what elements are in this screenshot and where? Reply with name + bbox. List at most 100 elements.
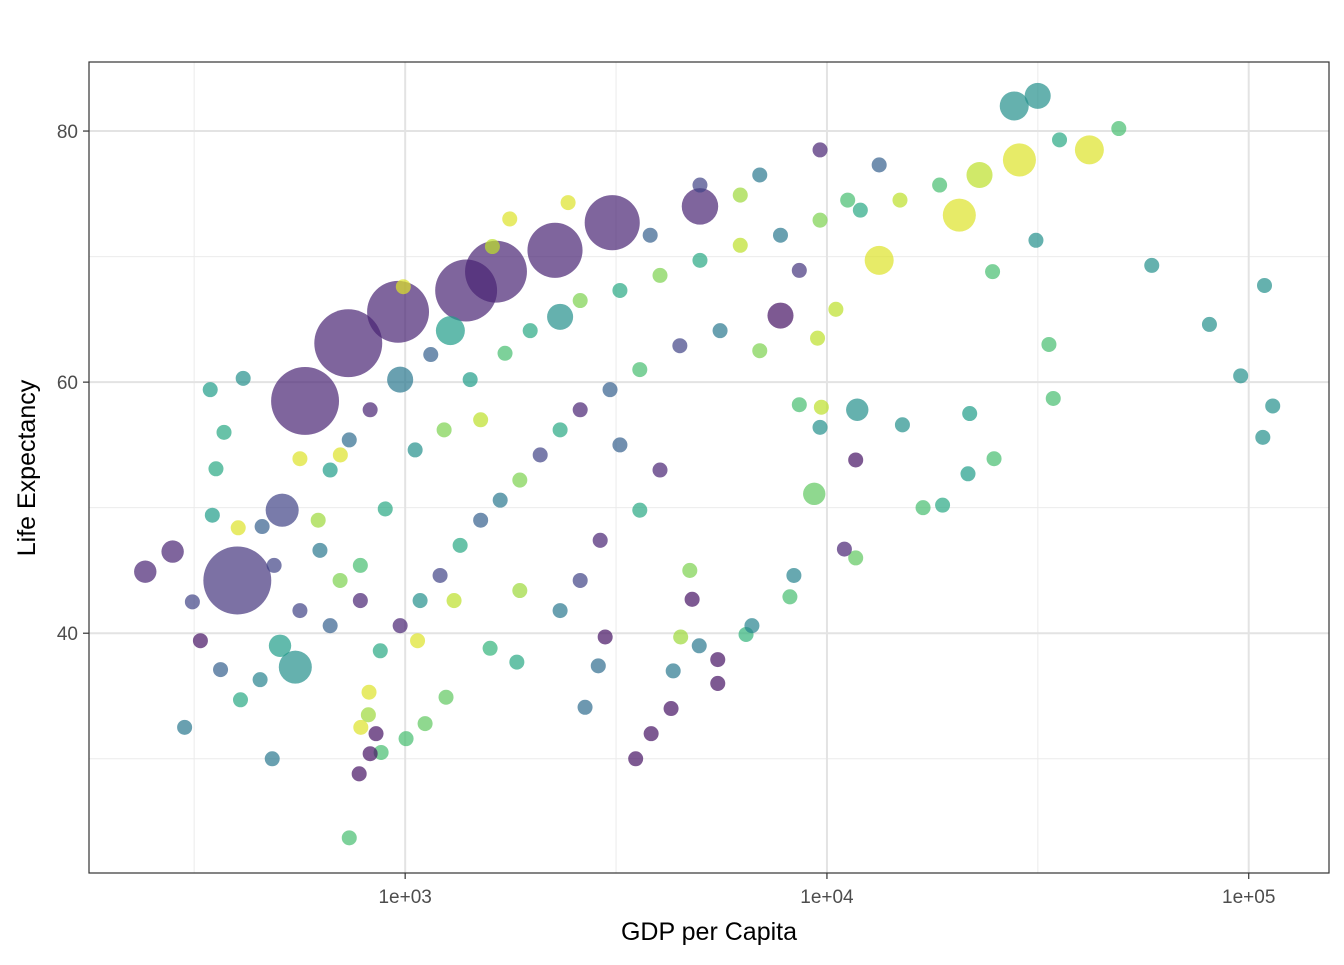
data-point [361, 684, 377, 700]
data-point [986, 451, 1002, 467]
data-point [692, 177, 708, 193]
data-point [341, 432, 357, 448]
data-point [432, 567, 448, 583]
data-point [341, 830, 357, 846]
data-point [592, 532, 608, 548]
data-point [332, 572, 348, 589]
data-point [962, 406, 978, 422]
data-point [387, 366, 414, 393]
data-point [812, 419, 828, 435]
data-point [264, 751, 280, 767]
data-point [134, 560, 157, 583]
data-point [710, 652, 726, 668]
data-point [360, 707, 376, 723]
data-point [643, 726, 659, 742]
data-point [786, 567, 802, 583]
data-point [395, 279, 411, 295]
data-point [652, 462, 668, 478]
data-point [894, 417, 910, 433]
data-point [1233, 368, 1249, 384]
data-point [292, 451, 308, 467]
data-point [552, 422, 568, 438]
data-point [362, 402, 378, 418]
data-point [560, 195, 576, 211]
data-point [446, 593, 462, 609]
data-point [752, 343, 768, 359]
data-point [435, 316, 465, 346]
data-point [1256, 277, 1273, 293]
data-point [202, 382, 218, 398]
data-point [828, 301, 844, 317]
data-point [999, 91, 1029, 121]
data-point [682, 562, 698, 578]
data-point [482, 640, 498, 656]
data-point [1045, 390, 1061, 406]
data-point [744, 618, 760, 634]
data-point [935, 497, 951, 513]
data-point [803, 482, 826, 506]
data-point [782, 589, 798, 605]
x-tick-label: 1e+04 [800, 887, 854, 908]
data-point [392, 618, 408, 634]
data-point [1255, 429, 1271, 445]
data-point [810, 330, 826, 346]
data-point [772, 227, 788, 243]
data-point [353, 719, 369, 735]
data-point [436, 422, 452, 438]
data-point [235, 370, 251, 386]
data-point [254, 518, 270, 535]
data-point [368, 726, 384, 742]
data-point [407, 442, 423, 458]
data-point [848, 452, 864, 468]
data-point [1041, 336, 1057, 352]
data-point [732, 237, 748, 253]
data-point [572, 402, 588, 418]
data-point [932, 177, 948, 193]
data-point [312, 542, 328, 558]
data-point [871, 157, 887, 173]
data-point [271, 367, 340, 435]
data-point [512, 583, 528, 599]
data-point [684, 591, 700, 607]
data-point [473, 512, 489, 528]
data-point [265, 493, 299, 527]
data-point [1144, 257, 1160, 273]
data-point [484, 239, 500, 255]
data-point [462, 372, 478, 388]
data-point [310, 512, 326, 528]
data-point [351, 766, 367, 782]
data-point [278, 650, 312, 684]
data-point [960, 466, 976, 482]
data-point [673, 629, 689, 645]
data-point [552, 603, 568, 619]
y-axis-title: Life Expectancy [13, 379, 41, 556]
panel-border [88, 61, 1330, 874]
data-point [208, 461, 224, 477]
data-point [812, 212, 828, 228]
data-point [663, 701, 679, 717]
data-point [791, 397, 807, 413]
data-point [465, 240, 527, 303]
y-tick-label: 80 [57, 122, 78, 143]
data-point [732, 187, 748, 203]
data-point [628, 751, 644, 767]
data-point [213, 662, 229, 678]
data-point [632, 362, 648, 378]
data-point [509, 654, 525, 670]
data-point [177, 719, 193, 735]
data-point [966, 161, 993, 189]
data-point [848, 550, 864, 566]
y-tick-label: 40 [57, 624, 78, 645]
data-point [665, 663, 681, 679]
data-point [192, 633, 208, 649]
data-point [332, 447, 348, 463]
x-tick-label: 1e+05 [1222, 887, 1275, 908]
data-point [577, 699, 593, 715]
data-point [692, 252, 708, 268]
data-point [373, 744, 389, 760]
axis-ticks: 1e+03 1e+04 1e+05 40 60 80 [57, 122, 1276, 908]
data-point [852, 202, 868, 218]
grid-lines [89, 62, 1329, 873]
data-point [985, 264, 1001, 280]
data-point [602, 382, 618, 398]
